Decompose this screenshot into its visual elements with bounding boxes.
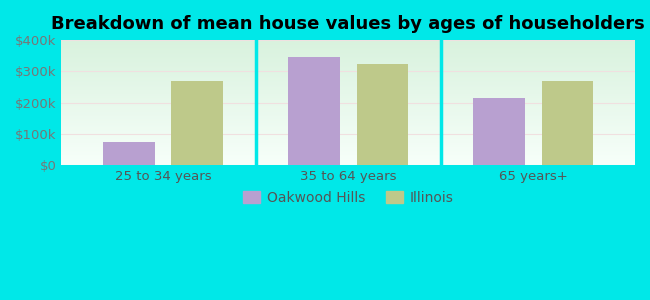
Bar [103,142,155,165]
Bar [288,57,340,165]
Bar [356,64,408,165]
Title: Breakdown of mean house values by ages of householders: Breakdown of mean house values by ages o… [51,15,645,33]
Bar [172,81,224,165]
Legend: Oakwood Hills, Illinois: Oakwood Hills, Illinois [237,185,459,210]
Bar [541,81,593,165]
Bar [473,98,525,165]
